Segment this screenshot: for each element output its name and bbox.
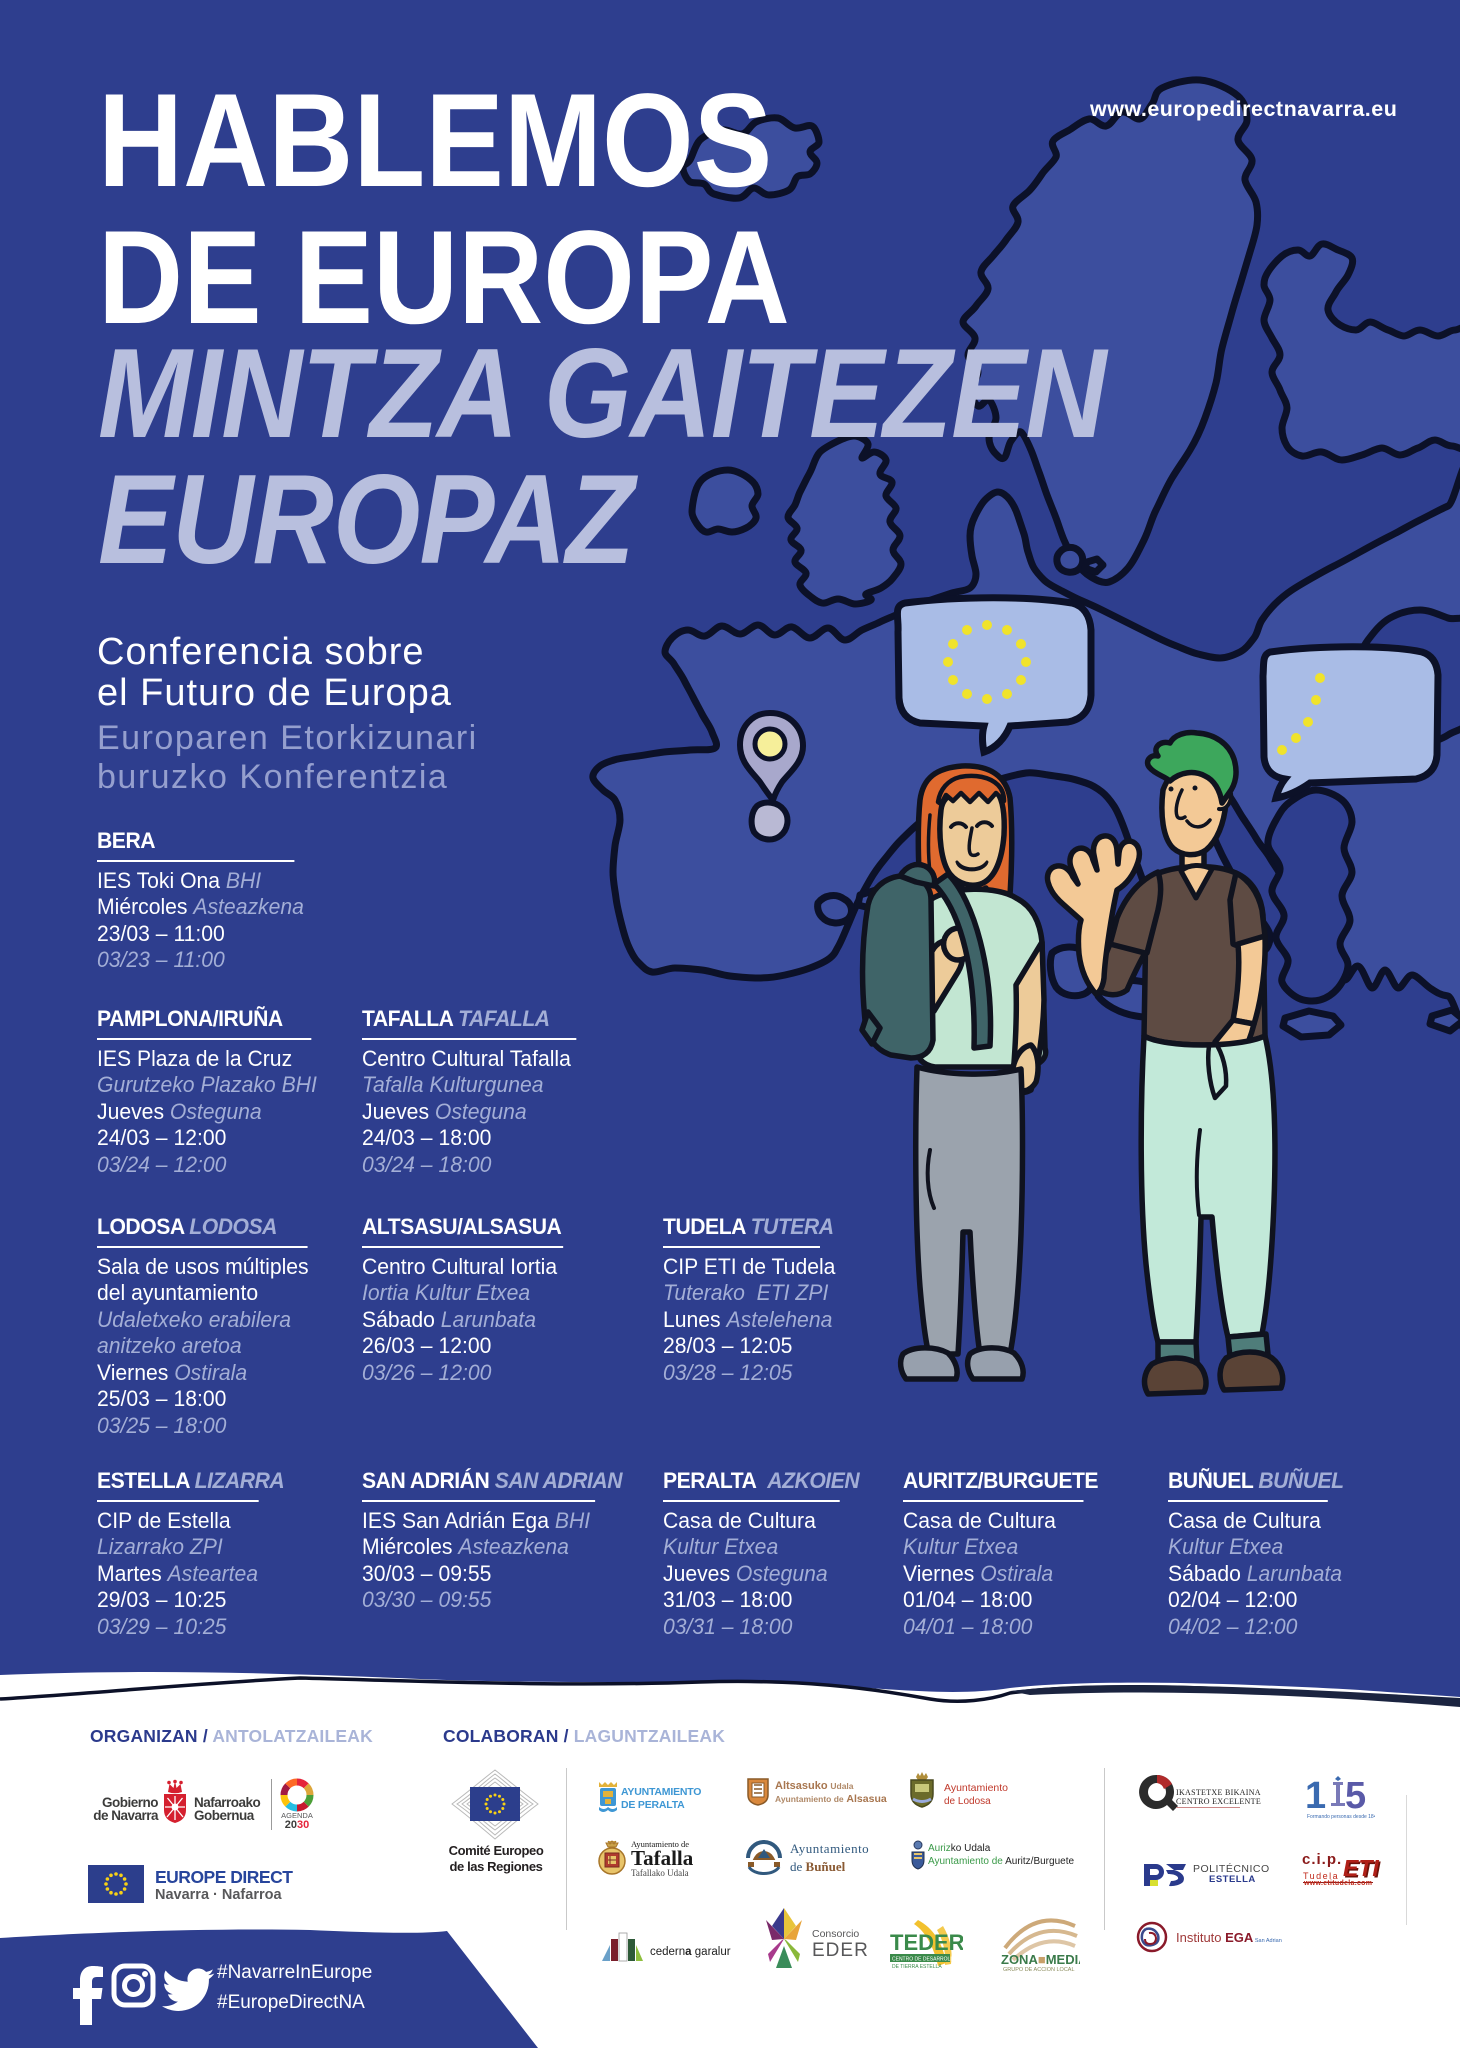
- svg-text:GRUPO DE ACCION LOCAL: GRUPO DE ACCION LOCAL: [1003, 1967, 1075, 1972]
- svg-text:DE TIERRA ESTELLA: DE TIERRA ESTELLA: [892, 1964, 942, 1970]
- svg-text:AGENDA: AGENDA: [281, 1811, 313, 1820]
- svg-text:TEDER: TEDER: [890, 1930, 963, 1955]
- svg-text:Formando personas desde 1845: Formando personas desde 1845: [1307, 1814, 1375, 1820]
- svg-text:CENTRO DE DESARROLLO RURAL: CENTRO DE DESARROLLO RURAL: [892, 1957, 963, 1963]
- svg-text:ZONA■MEDIA: ZONA■MEDIA: [1001, 1952, 1080, 1967]
- svg-text:1: 1: [1305, 1775, 1326, 1817]
- svg-text:5: 5: [1345, 1775, 1366, 1817]
- svg-text:2030: 2030: [285, 1819, 310, 1830]
